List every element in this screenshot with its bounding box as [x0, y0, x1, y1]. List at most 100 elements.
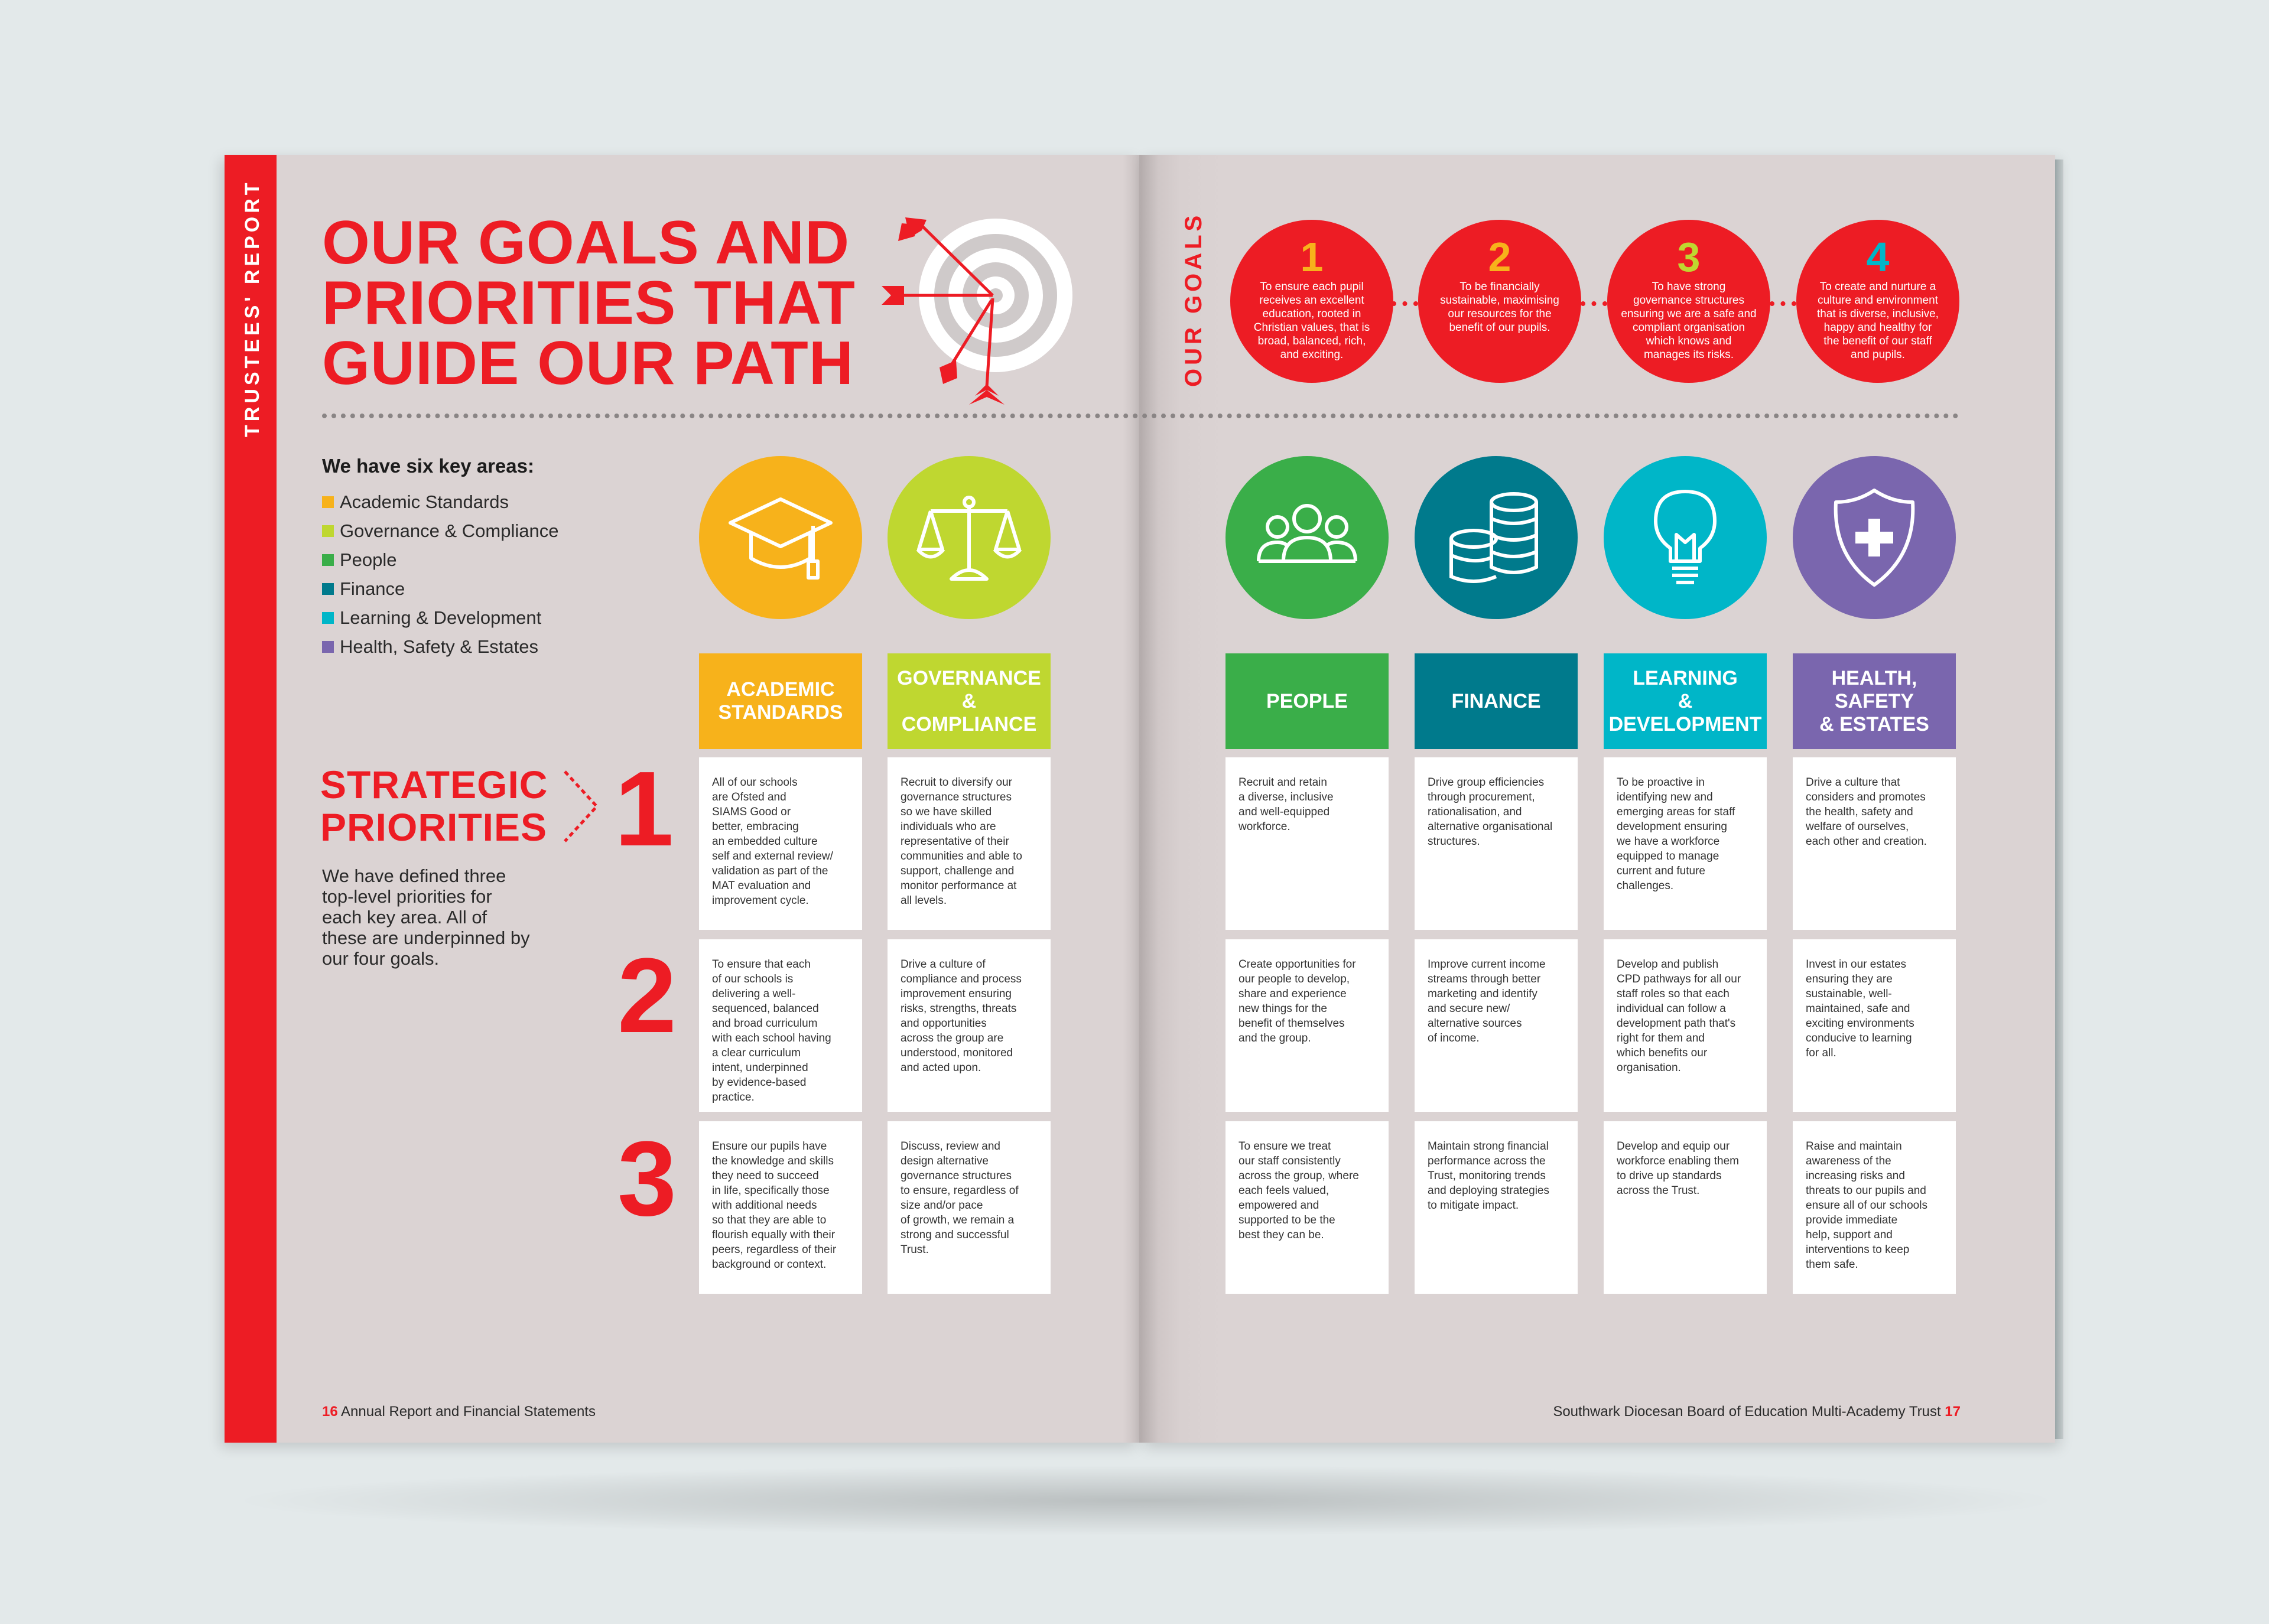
- goal-number: 1: [1300, 234, 1324, 280]
- key-area-label: Learning & Development: [340, 607, 542, 628]
- sidebar-strip: [225, 155, 277, 1443]
- column-heading-finance: FINANCE: [1415, 653, 1578, 749]
- sidebar-label: TRUSTEES' REPORT: [241, 179, 264, 437]
- strategic-title-line: STRATEGIC: [320, 763, 548, 806]
- key-area-item: Finance: [322, 574, 558, 603]
- coin-stacks-icon: [1449, 492, 1538, 583]
- people-icon-circle: [1225, 456, 1389, 619]
- chevron-right-icon: [564, 770, 599, 842]
- strategic-priorities-title: STRATEGIC PRIORITIES: [320, 763, 548, 848]
- heading-line: FINANCE: [1451, 689, 1541, 712]
- our-goals-label: OUR GOALS: [1181, 211, 1207, 387]
- heading-line: SAFETY: [1834, 689, 1914, 712]
- goal-text: To be financially sustainable, maximisin…: [1440, 281, 1559, 334]
- key-area-label: People: [340, 549, 397, 570]
- key-area-label: Governance & Compliance: [340, 520, 559, 541]
- goal-text: To create and nurture a culture and envi…: [1817, 281, 1939, 361]
- heading-line: STANDARDS: [718, 701, 843, 724]
- priority-cell: Invest in our estates ensuring they are …: [1793, 939, 1956, 1112]
- color-swatch: [322, 496, 334, 508]
- priority-cell: All of our schools are Ofsted and SIAMS …: [699, 757, 862, 930]
- finance-icon-circle: [1415, 456, 1578, 619]
- goal-4: 4 To create and nurture a culture and en…: [1796, 220, 1959, 383]
- heading-line: ACADEMIC: [726, 678, 835, 701]
- graduation-cap-icon: [729, 497, 833, 580]
- key-area-label: Health, Safety & Estates: [340, 636, 539, 657]
- goal-text: To ensure each pupil receives an excelle…: [1253, 281, 1370, 361]
- color-swatch: [322, 582, 334, 595]
- priority-cell: Raise and maintain awareness of the incr…: [1793, 1121, 1956, 1294]
- health-icon-circle: [1793, 456, 1956, 619]
- heading-line: & ESTATES: [1819, 712, 1929, 735]
- shield-cross-icon: [1834, 489, 1915, 587]
- goal-connector: [1392, 301, 1418, 306]
- column-heading-health: HEALTH, SAFETY & ESTATES: [1793, 653, 1956, 749]
- book-shadow: [225, 1465, 2068, 1536]
- strategic-description: We have defined three top-level prioriti…: [322, 865, 530, 969]
- priority-cell: Develop and publish CPD pathways for all…: [1604, 939, 1767, 1112]
- heading-line: GOVERNANCE: [897, 666, 1041, 689]
- key-area-item: Health, Safety & Estates: [322, 632, 558, 661]
- color-swatch: [322, 554, 334, 566]
- priority-number-3: 3: [617, 1119, 677, 1238]
- color-swatch: [322, 525, 334, 537]
- priority-cell: Drive a culture of compliance and proces…: [888, 939, 1051, 1112]
- academic-icon-circle: [699, 456, 862, 619]
- priority-cell: Maintain strong financial performance ac…: [1415, 1121, 1578, 1294]
- page-number: 17: [1945, 1404, 1961, 1420]
- priority-cell: To be proactive in identifying new and e…: [1604, 757, 1767, 930]
- heading-line: HEALTH,: [1831, 666, 1917, 689]
- column-heading-academic: ACADEMIC STANDARDS: [699, 653, 862, 749]
- priority-number-2: 2: [617, 936, 677, 1055]
- color-swatch: [322, 611, 334, 624]
- page-title: OUR GOALS AND PRIORITIES THAT GUIDE OUR …: [322, 209, 856, 398]
- scales-icon: [916, 496, 1022, 581]
- color-swatch: [322, 640, 334, 653]
- priority-cell: Ensure our pupils have the knowledge and…: [699, 1121, 862, 1294]
- column-heading-governance: GOVERNANCE & COMPLIANCE: [888, 653, 1051, 749]
- section-divider: [322, 414, 1959, 418]
- page-edge: [2055, 160, 2063, 1439]
- goal-number: 3: [1677, 234, 1701, 280]
- priority-number-1: 1: [614, 750, 674, 868]
- goal-connector: [1581, 301, 1607, 306]
- key-area-item: Academic Standards: [322, 487, 558, 516]
- goal-number: 4: [1866, 234, 1890, 280]
- key-area-label: Academic Standards: [340, 491, 509, 512]
- heading-line: DEVELOPMENT: [1608, 712, 1762, 735]
- column-heading-people: PEOPLE: [1225, 653, 1389, 749]
- key-areas-title: We have six key areas:: [322, 455, 534, 477]
- footer-left: 16 Annual Report and Financial Statement…: [322, 1404, 596, 1420]
- footer-text: Southwark Diocesan Board of Education Mu…: [1553, 1404, 1941, 1420]
- priority-cell: Recruit and retain a diverse, inclusive …: [1225, 757, 1389, 930]
- footer-text: Annual Report and Financial Statements: [341, 1404, 596, 1420]
- strategic-title-line: PRIORITIES: [320, 805, 548, 849]
- lightbulb-icon: [1654, 490, 1717, 584]
- page-title-line: OUR GOALS AND: [322, 209, 850, 277]
- people-group-icon: [1257, 504, 1357, 563]
- page-number: 16: [322, 1404, 338, 1420]
- key-area-item: People: [322, 545, 558, 574]
- column-heading-learning: LEARNING & DEVELOPMENT: [1604, 653, 1767, 749]
- heading-line: &: [961, 689, 977, 712]
- goal-1: 1 To ensure each pupil receives an excel…: [1230, 220, 1393, 383]
- learning-icon-circle: [1604, 456, 1767, 619]
- goal-2: 2 To be financially sustainable, maximis…: [1418, 220, 1581, 383]
- heading-line: COMPLIANCE: [901, 712, 1037, 735]
- key-area-item: Governance & Compliance: [322, 516, 558, 545]
- key-areas-list: Academic Standards Governance & Complian…: [322, 487, 558, 661]
- heading-line: PEOPLE: [1266, 689, 1348, 712]
- priority-cell: Develop and equip our workforce enabling…: [1604, 1121, 1767, 1294]
- priority-cell: Discuss, review and design alternative g…: [888, 1121, 1051, 1294]
- priority-cell: Drive group efficiencies through procure…: [1415, 757, 1578, 930]
- priority-cell: Improve current income streams through b…: [1415, 939, 1578, 1112]
- heading-line: &: [1678, 689, 1693, 712]
- key-area-item: Learning & Development: [322, 603, 558, 632]
- goal-3: 3 To have strong governance structures e…: [1607, 220, 1770, 383]
- page-title-line: GUIDE OUR PATH: [322, 329, 854, 398]
- priority-cell: To ensure we treat our staff consistentl…: [1225, 1121, 1389, 1294]
- key-area-label: Finance: [340, 578, 405, 599]
- heading-line: LEARNING: [1633, 666, 1738, 689]
- priority-cell: Recruit to diversify our governance stru…: [888, 757, 1051, 930]
- goal-connector: [1770, 301, 1796, 306]
